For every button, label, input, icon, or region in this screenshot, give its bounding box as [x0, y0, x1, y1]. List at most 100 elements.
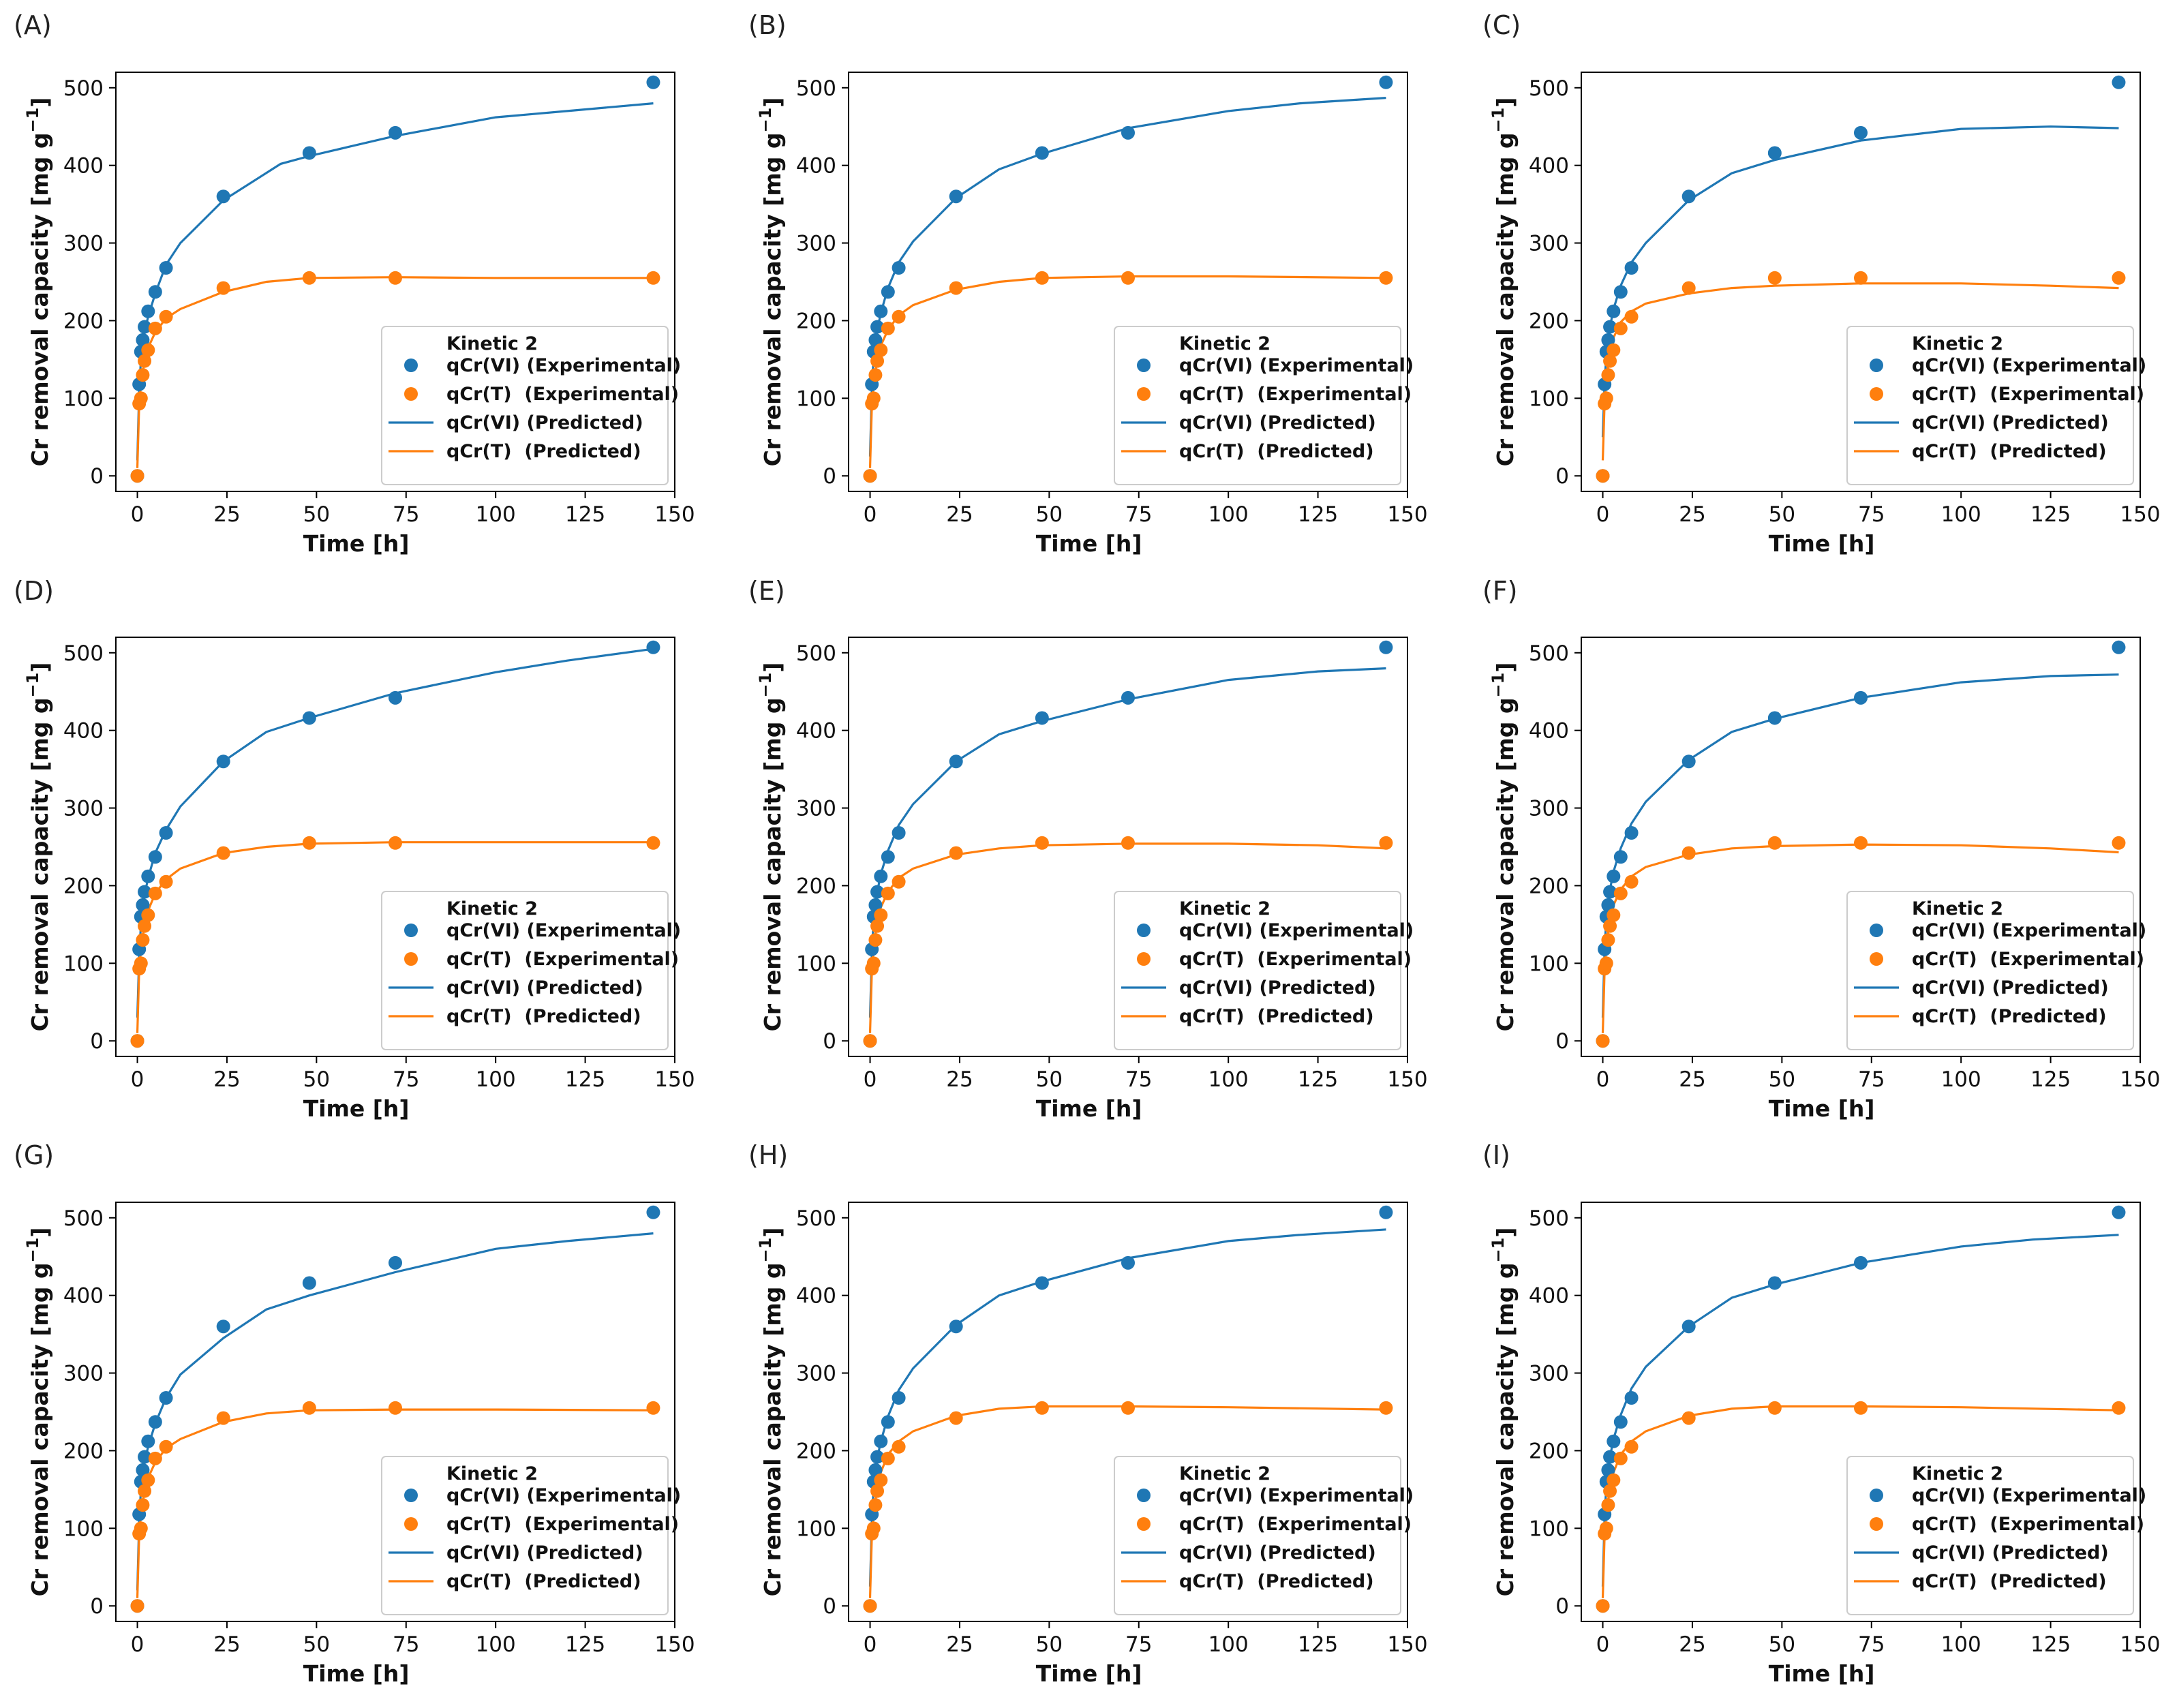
- legend-label: qCr(VI) (Predicted): [1912, 1542, 2109, 1564]
- y-axis-label-bracket: ]: [27, 662, 53, 673]
- legend-box: [1846, 326, 2134, 485]
- data-point-cr6-experimental: [646, 75, 660, 89]
- y-axis-label-superscript: −1: [23, 1238, 42, 1263]
- legend-label: qCr(T) (Experimental): [1912, 949, 2144, 970]
- x-tick-label: 125: [2030, 502, 2071, 527]
- legend-box: [1846, 1456, 2134, 1615]
- data-point-crt-experimental: [1121, 1401, 1135, 1415]
- y-axis-label: Cr removal capacity [mg g−1]: [23, 662, 53, 1032]
- legend-box: [381, 326, 669, 485]
- legend-label: qCr(VI) (Experimental): [446, 1485, 681, 1506]
- y-tick-label: 400: [63, 719, 104, 744]
- data-point-crt-experimental: [1607, 908, 1621, 922]
- x-tick-label: 150: [654, 502, 695, 527]
- data-point-cr6-experimental: [141, 1434, 155, 1448]
- data-point-crt-experimental: [1601, 1498, 1615, 1512]
- y-axis-label-bracket: ]: [1492, 1227, 1519, 1238]
- legend-label: qCr(VI) (Experimental): [446, 355, 681, 376]
- x-tick-label: 75: [1125, 1067, 1152, 1092]
- y-tick-label: 0: [90, 1029, 104, 1054]
- data-point-cr6-experimental: [216, 754, 230, 769]
- data-point-cr6-experimental: [1613, 850, 1628, 864]
- data-point-crt-experimental: [148, 1451, 162, 1465]
- y-axis-label: Cr removal capacity [mg g−1]: [756, 97, 786, 467]
- data-point-crt-experimental: [1379, 271, 1393, 285]
- data-point-cr6-experimental: [868, 898, 883, 912]
- data-point-cr6-experimental: [646, 1205, 660, 1219]
- y-axis-label-main: Cr removal capacity [mg g: [27, 133, 53, 467]
- data-point-cr6-experimental: [949, 754, 963, 769]
- data-point-crt-experimental: [892, 309, 906, 324]
- data-point-cr6-experimental: [1121, 1255, 1135, 1270]
- y-tick-label: 300: [63, 232, 104, 256]
- legend-label: qCr(VI) (Predicted): [1912, 977, 2109, 998]
- data-point-cr6-experimental: [138, 320, 152, 334]
- y-tick-label: 200: [1529, 309, 1569, 333]
- data-point-cr6-experimental: [1681, 189, 1696, 204]
- x-tick-label: 50: [1036, 1632, 1063, 1657]
- data-point-crt-experimental: [130, 469, 144, 483]
- data-point-crt-experimental: [949, 846, 963, 860]
- y-axis-label-superscript: −1: [1489, 1238, 1508, 1263]
- legend-label: qCr(T) (Experimental): [1179, 1514, 1412, 1535]
- x-tick-label: 150: [2120, 1632, 2160, 1657]
- x-tick-label: 50: [1769, 502, 1795, 527]
- y-axis-label: Cr removal capacity [mg g−1]: [23, 97, 53, 467]
- x-tick-label: 50: [1769, 1632, 1795, 1657]
- data-point-crt-experimental: [130, 1599, 144, 1613]
- panel-label: (C): [1482, 10, 1521, 40]
- panel-label: (B): [748, 10, 787, 40]
- x-tick-label: 50: [1036, 502, 1063, 527]
- legend-label: qCr(VI) (Predicted): [1179, 1542, 1376, 1564]
- legend-label: qCr(T) (Predicted): [1179, 1006, 1374, 1027]
- y-axis-label-superscript: −1: [756, 108, 775, 133]
- y-tick-label: 300: [796, 232, 836, 256]
- chart-panel-4: (D) 0 25 50 75 100 125 150 0 100 200 300 400 500 Time …: [14, 576, 695, 1122]
- legend-label: qCr(T) (Predicted): [446, 1006, 641, 1027]
- legend-marker: [404, 952, 418, 966]
- y-tick-label: 100: [1529, 386, 1569, 411]
- y-tick-label: 300: [1529, 1362, 1569, 1386]
- legend-marker: [1870, 1489, 1883, 1502]
- data-point-cr6-experimental: [138, 885, 152, 899]
- data-point-crt-experimental: [1767, 836, 1782, 850]
- chart-panel-8: (H) 0 25 50 75 100 125 150 0 100 200 300 400 500 Time …: [748, 1140, 1428, 1687]
- x-tick-label: 25: [946, 1632, 973, 1657]
- x-tick-label: 150: [1387, 1067, 1427, 1092]
- legend-label: qCr(VI) (Experimental): [1912, 1485, 2146, 1506]
- x-axis-label: Time [h]: [303, 530, 410, 557]
- data-point-cr6-experimental: [2112, 1205, 2126, 1219]
- y-tick-label: 400: [63, 154, 104, 179]
- x-tick-label: 125: [565, 1067, 605, 1092]
- data-point-crt-experimental: [1681, 1411, 1696, 1425]
- x-tick-label: 75: [1858, 1067, 1885, 1092]
- x-tick-label: 25: [1679, 1067, 1705, 1092]
- x-tick-label: 150: [654, 1632, 695, 1657]
- data-point-cr6-experimental: [892, 1391, 906, 1405]
- data-point-crt-experimental: [159, 1439, 173, 1454]
- data-point-crt-experimental: [134, 1521, 148, 1536]
- panel-label: (G): [14, 1140, 54, 1170]
- data-point-crt-experimental: [159, 309, 173, 324]
- data-point-cr6-experimental: [136, 333, 150, 347]
- legend-title: Kinetic 2: [446, 1463, 538, 1484]
- data-point-crt-experimental: [881, 321, 895, 335]
- y-tick-label: 400: [1529, 719, 1569, 744]
- data-point-cr6-experimental: [1767, 711, 1782, 725]
- x-tick-label: 100: [1208, 502, 1249, 527]
- chart-panel-2: (B) 0 25 50 75 100 125 150 0 100 200 300 400 500 Time …: [748, 10, 1428, 557]
- data-point-crt-experimental: [949, 1411, 963, 1425]
- data-point-crt-experimental: [1596, 1034, 1610, 1048]
- y-axis-label-superscript: −1: [23, 108, 42, 133]
- x-tick-label: 0: [864, 1632, 877, 1657]
- y-tick-label: 500: [1529, 641, 1569, 666]
- x-tick-label: 125: [1298, 1632, 1338, 1657]
- data-point-cr6-experimental: [892, 261, 906, 275]
- data-point-cr6-experimental: [148, 285, 162, 299]
- data-point-cr6-experimental: [159, 261, 173, 275]
- y-axis-label-superscript: −1: [1489, 673, 1508, 698]
- legend-label: qCr(T) (Predicted): [1912, 1571, 2107, 1592]
- legend-label: qCr(VI) (Predicted): [446, 977, 643, 998]
- data-point-crt-experimental: [134, 956, 148, 971]
- y-tick-label: 100: [63, 1516, 104, 1541]
